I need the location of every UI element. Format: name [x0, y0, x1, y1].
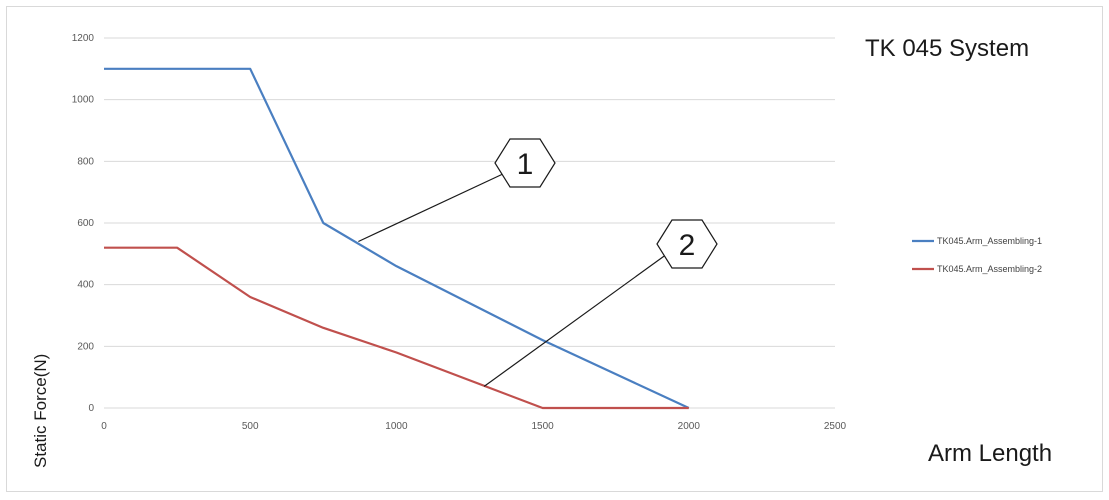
- y-tick-label: 600: [77, 218, 94, 229]
- y-tick-label: 1000: [72, 95, 95, 106]
- x-tick-label: 0: [101, 421, 107, 432]
- series-lines: [104, 67, 690, 410]
- callouts: 12: [358, 138, 718, 387]
- legend-label-1: TK045.Arm_Assembling-1: [937, 236, 1042, 246]
- chart-frame: [6, 6, 1103, 492]
- callout-leader-1: [358, 172, 506, 243]
- y-tick-label: 0: [88, 403, 94, 414]
- legend: TK045.Arm_Assembling-1 TK045.Arm_Assembli…: [912, 236, 1042, 274]
- callout-label-1: 1: [517, 148, 534, 181]
- y-tick-label: 1200: [72, 33, 95, 44]
- callout-hexagon-1: [494, 138, 556, 188]
- x-tick-label: 1000: [385, 421, 408, 432]
- y-axis-label: Static Force(N): [31, 354, 50, 468]
- x-tick-label: 1500: [531, 421, 554, 432]
- chart-title: TK 045 System: [865, 35, 1029, 62]
- y-tick-label: 200: [77, 341, 94, 352]
- callout-leader-2: [483, 253, 668, 387]
- callout-hexagon-2: [656, 219, 718, 269]
- x-tick-label: 2000: [678, 421, 701, 432]
- x-tick-label: 2500: [824, 421, 847, 432]
- x-axis-label: Arm Length: [928, 440, 1052, 467]
- x-tick-label: 500: [242, 421, 259, 432]
- tick-labels: 0 200 400 600 800 1000 1200 0 500 1000 1500 2000 250…: [72, 33, 847, 432]
- callout-label-2: 2: [679, 229, 696, 262]
- series-line-1: [104, 67, 690, 409]
- y-tick-label: 400: [77, 280, 94, 291]
- legend-label-2: TK045.Arm_Assembling-2: [937, 264, 1042, 274]
- gridlines: [104, 37, 835, 409]
- y-tick-label: 800: [77, 156, 94, 167]
- series-line-2: [104, 246, 689, 410]
